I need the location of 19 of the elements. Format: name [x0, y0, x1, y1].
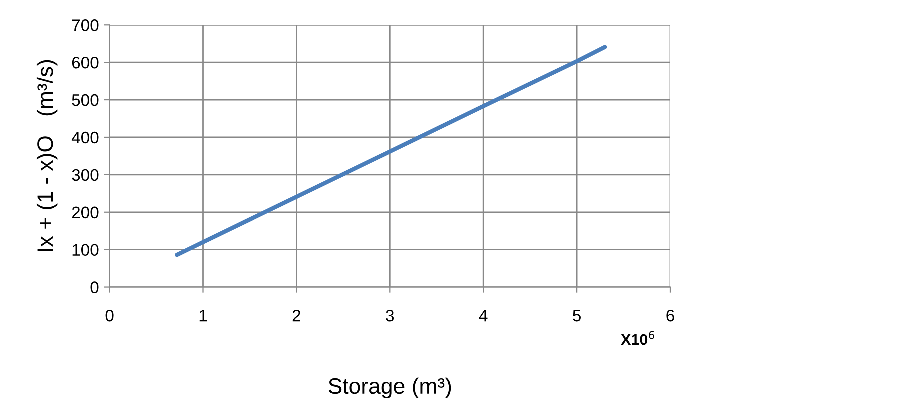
- y-tick-label: 300: [72, 169, 99, 182]
- y-tick-label: 200: [72, 206, 99, 219]
- x-tick-label: 5: [573, 310, 581, 322]
- line-series: [175, 45, 608, 258]
- x-tick-label: 6: [666, 310, 674, 322]
- x-tick-label: 0: [106, 310, 114, 322]
- y-axis-title: Ix + (1 - x)O (m³/s): [36, 60, 58, 252]
- y-tick-label: 500: [72, 94, 99, 106]
- x-tick-label: 1: [200, 310, 208, 322]
- x-axis-title: Storage (m³): [328, 378, 452, 399]
- y-tick-label: 600: [72, 56, 99, 69]
- y-tick-label: 0: [90, 282, 99, 294]
- x-tick-label: 4: [479, 310, 488, 322]
- x-tick-label: 3: [386, 310, 394, 322]
- y-tick-label: 400: [72, 132, 99, 144]
- y-tick-label: 100: [72, 244, 99, 256]
- text: X10$^{6}$: [621, 331, 654, 346]
- x-tick-label: 2: [292, 310, 300, 322]
- y-tick-label: 700: [72, 20, 99, 32]
